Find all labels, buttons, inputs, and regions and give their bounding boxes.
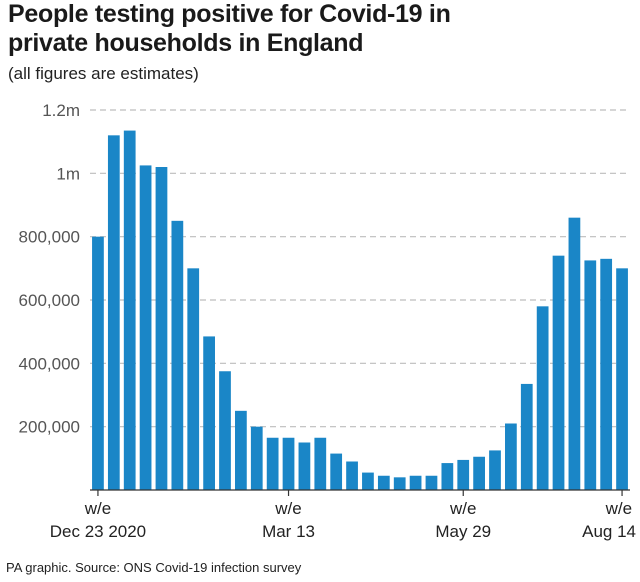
bar [584, 260, 597, 490]
bar [123, 130, 136, 490]
bar [250, 426, 263, 490]
bar [298, 442, 311, 490]
bar [409, 475, 422, 490]
bar [282, 437, 295, 490]
x-tick-label-line2: Mar 13 [262, 522, 315, 541]
x-tick-label-line2: Dec 23 2020 [50, 522, 146, 541]
bar [139, 165, 152, 491]
y-tick-label: 1m [56, 164, 80, 183]
bar [536, 306, 549, 490]
bar [568, 217, 581, 491]
bar [171, 220, 184, 490]
bar [377, 475, 390, 490]
source-note: PA graphic. Source: ONS Covid-19 infecti… [6, 560, 302, 575]
bar [362, 472, 374, 490]
x-tick-label-line1: w/e [84, 499, 111, 518]
x-tick-label-line1: w/e [605, 499, 632, 518]
bar [155, 167, 168, 490]
bars [92, 130, 628, 491]
bar [92, 236, 104, 490]
bar [489, 450, 501, 490]
x-tick-label-line1: w/e [274, 499, 301, 518]
y-tick-label: 400,000 [19, 354, 80, 373]
bar [219, 371, 231, 490]
bar [457, 459, 470, 490]
bar [600, 258, 613, 490]
bar [235, 410, 247, 490]
bar [107, 135, 120, 490]
bar [314, 437, 327, 490]
chart-title-line-1: People testing positive for Covid-19 in [8, 0, 451, 28]
bar [441, 463, 454, 490]
bar [473, 456, 485, 490]
y-tick-label: 1.2m [42, 101, 80, 120]
y-tick-label: 600,000 [19, 291, 80, 310]
bar [425, 475, 438, 490]
bar [330, 453, 343, 490]
chart-subtitle: (all figures are estimates) [8, 64, 199, 83]
bar [520, 383, 533, 490]
bar [393, 477, 406, 490]
bar [552, 255, 565, 490]
y-tick-label: 800,000 [19, 228, 80, 247]
bar [187, 268, 200, 490]
bar [346, 461, 358, 490]
chart-title-line-2: private households in England [8, 29, 364, 57]
y-tick-label: 200,000 [19, 418, 80, 437]
x-axis-ticks: w/e Dec 23 2020 w/e Mar 13 w/e May 29 w/e Aug 1… [50, 490, 636, 541]
chart-title: People testing positive for Covid-19 in … [8, 0, 628, 58]
bar [203, 336, 215, 490]
bar [505, 423, 517, 490]
x-tick-label-line1: w/e [449, 499, 476, 518]
x-tick-label-line2: Aug 14 [582, 522, 636, 541]
bar-chart: 200,000 400,000 600,000 800,000 1m 1.2m w/e De… [19, 101, 636, 541]
x-tick-label-line2: May 29 [435, 522, 491, 541]
bar [266, 437, 279, 490]
bar [616, 268, 628, 490]
